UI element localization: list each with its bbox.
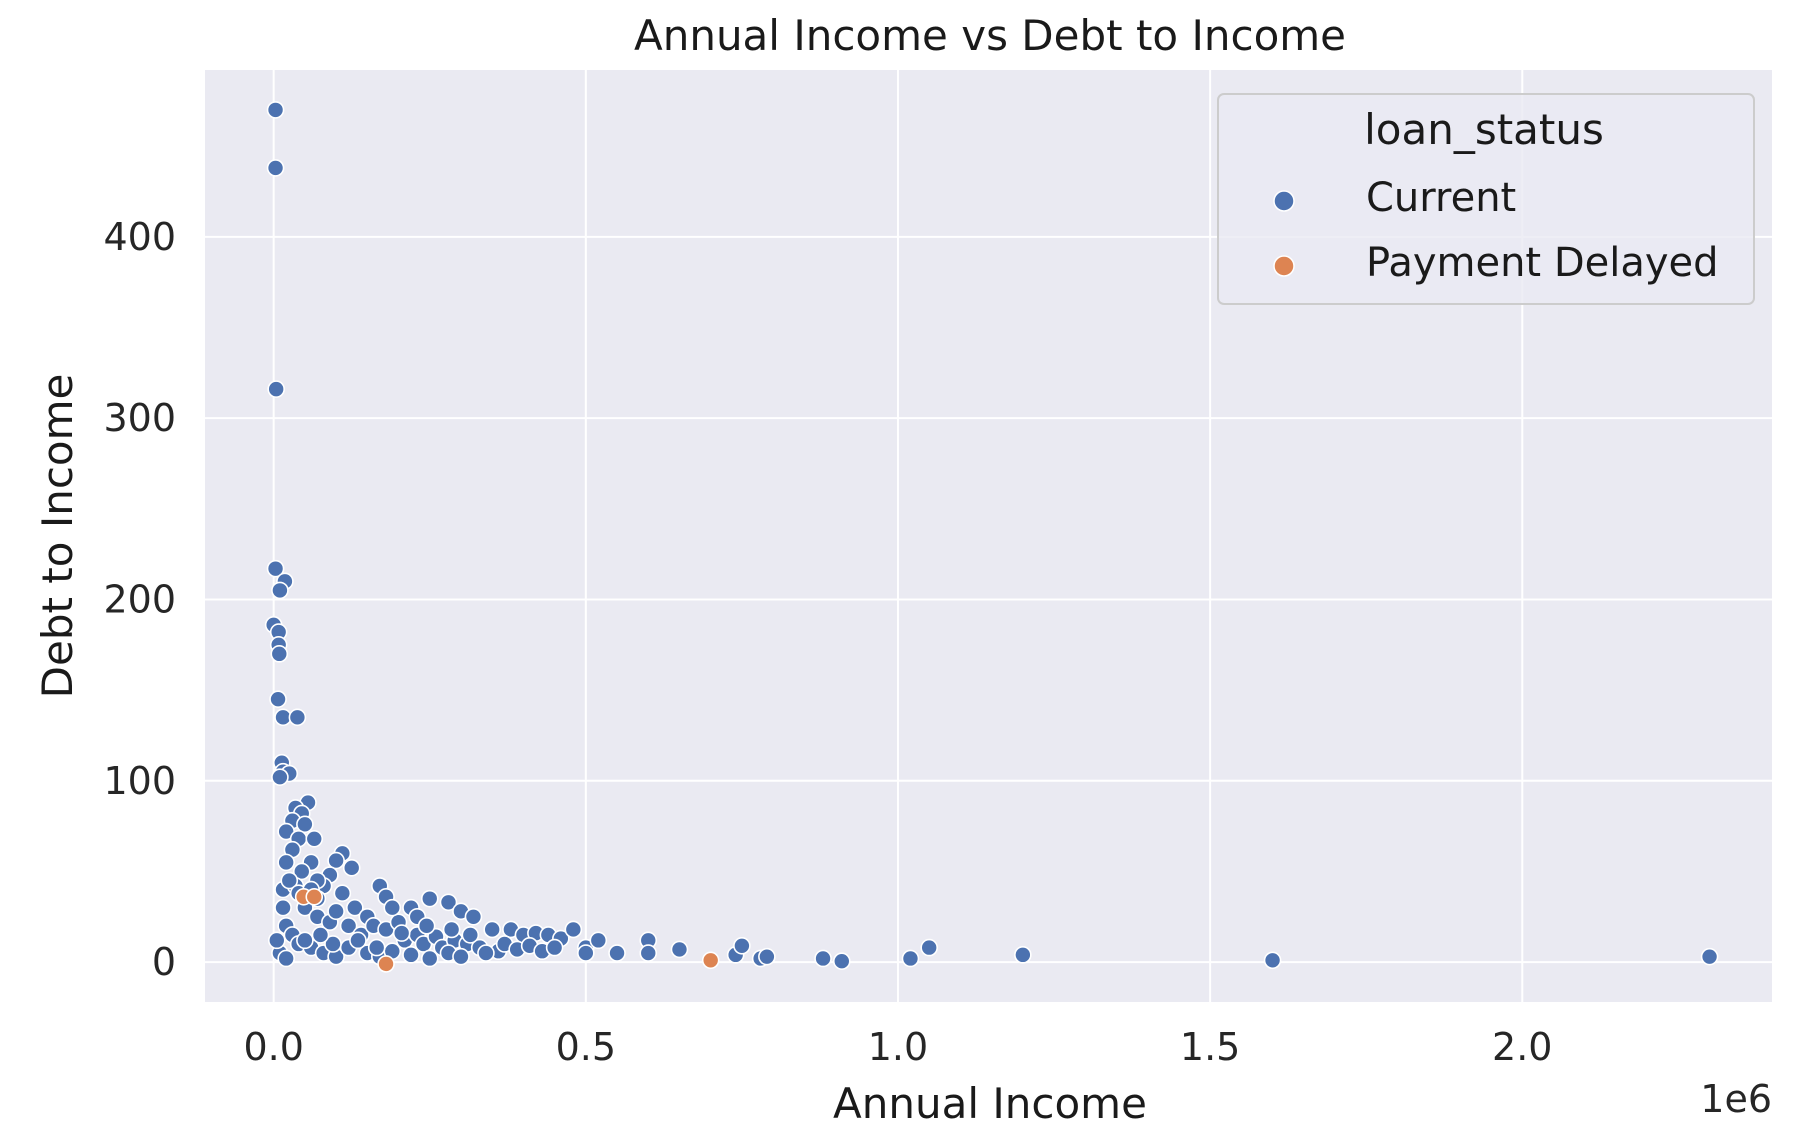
data-point-current (270, 645, 289, 663)
legend-marker-current (1273, 190, 1295, 212)
data-point-current (288, 708, 307, 727)
data-point-current (461, 926, 480, 944)
x-tick-labels: 0.0 0.5 1.0 1.5 2.0 (243, 1025, 1552, 1069)
x-tick-label: 1.5 (1180, 1025, 1240, 1069)
data-point-current (327, 851, 345, 870)
data-point-current (832, 952, 851, 971)
legend-box (1217, 93, 1755, 305)
x-tick-label: 2.0 (1492, 1025, 1552, 1069)
x-tick-label: 0.0 (243, 1025, 303, 1069)
data-point-current (383, 898, 402, 917)
y-tick-labels: 0 100 200 300 400 (103, 215, 176, 984)
y-tick-label: 0 (152, 940, 176, 984)
data-point-current (402, 946, 420, 964)
data-point-current (417, 917, 436, 935)
data-point-current (564, 920, 583, 939)
data-point-current (267, 931, 286, 950)
data-points (264, 101, 1719, 973)
data-point-current (920, 938, 938, 957)
data-point-payment-delayed (701, 951, 720, 970)
data-point-current (280, 871, 299, 890)
data-point-current (274, 898, 292, 917)
data-point-current (342, 859, 361, 877)
data-point-current (271, 581, 289, 600)
data-point-current (327, 902, 345, 921)
legend-label-payment-delayed: Payment Delayed (1366, 240, 1719, 286)
data-point-current (901, 949, 920, 968)
y-tick-label: 400 (103, 215, 176, 259)
data-point-current (277, 853, 295, 872)
data-point-current (608, 944, 626, 962)
y-tick-label: 100 (103, 759, 176, 803)
data-point-current (758, 947, 776, 966)
x-axis-offset-label: 1e6 (1700, 1077, 1772, 1121)
data-point-current (420, 949, 439, 968)
data-point-current (271, 768, 289, 786)
y-tick-label: 300 (103, 396, 176, 440)
legend-label-current: Current (1366, 175, 1516, 221)
data-point-current (439, 893, 458, 912)
data-point-current (589, 931, 608, 950)
data-point-current (324, 935, 342, 953)
data-point-current (346, 898, 364, 917)
data-point-current (292, 862, 311, 881)
data-point-current (639, 944, 658, 962)
y-tick-label: 200 (103, 577, 176, 621)
legend-marker-payment-delayed (1273, 255, 1295, 277)
data-point-payment-delayed (377, 955, 395, 973)
data-point-current (367, 938, 386, 957)
data-point-current (477, 944, 495, 962)
data-point-current (483, 920, 501, 939)
data-point-current (814, 949, 832, 968)
data-point-current (349, 931, 367, 950)
data-point-current (545, 938, 564, 957)
y-axis-label: Debt to Income (33, 374, 82, 699)
data-point-current (266, 159, 285, 177)
data-point-current (1700, 947, 1719, 966)
data-point-current (333, 884, 352, 903)
data-point-current (733, 936, 751, 955)
data-point-current (311, 926, 330, 944)
data-point-current (670, 940, 689, 959)
data-point-current (266, 101, 285, 119)
x-axis-label: Annual Income (833, 1079, 1147, 1128)
data-point-current (269, 690, 287, 708)
data-point-current (339, 917, 358, 935)
data-point-current (1263, 951, 1282, 970)
data-point-current (296, 931, 314, 950)
x-tick-label: 0.5 (556, 1025, 616, 1069)
data-point-current (305, 830, 324, 848)
data-point-current (420, 889, 439, 908)
data-point-current (1014, 946, 1032, 964)
data-point-current (267, 380, 285, 398)
chart-title: Annual Income vs Debt to Income (634, 11, 1346, 60)
data-point-current (452, 947, 470, 966)
legend-title: loan_status (1364, 105, 1604, 154)
data-point-current (464, 907, 483, 926)
data-point-current (296, 815, 314, 834)
legend: loan_status Current Payment Delayed (1217, 93, 1755, 305)
data-point-current (266, 559, 285, 578)
x-tick-label: 1.0 (868, 1025, 928, 1069)
data-point-current (392, 924, 411, 942)
data-point-payment-delayed (305, 888, 324, 906)
data-point-current (277, 949, 295, 968)
data-point-current (577, 944, 595, 962)
data-point-current (442, 920, 461, 939)
